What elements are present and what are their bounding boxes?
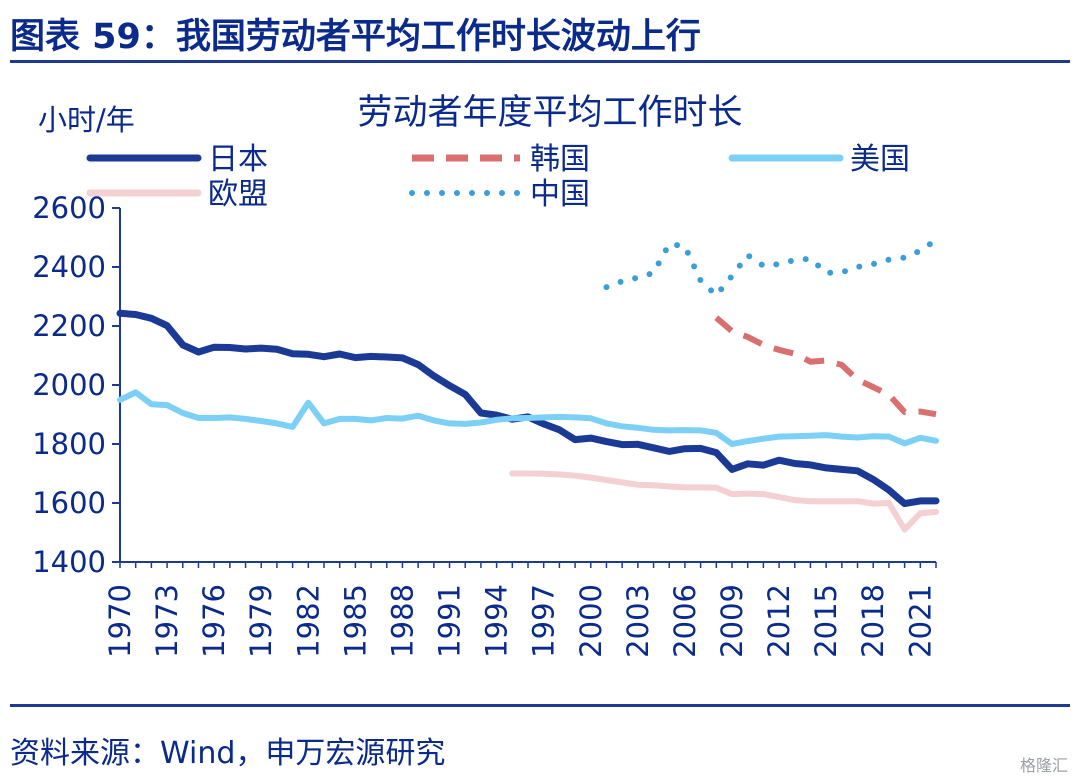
y-axis-label: 小时/年 [38,103,135,137]
series-line-korea [714,315,937,418]
x-tick-label: 2018 [856,584,890,658]
legend-label-china: 中国 [530,177,590,212]
x-tick-label: 2009 [715,584,749,658]
series-line-usa [117,389,939,447]
series-line-china [603,236,939,299]
x-tick-label: 2021 [903,584,937,658]
series-line-eu [509,470,939,533]
legend-label-korea: 韩国 [530,142,590,177]
y-tick-label: 1400 [32,545,106,579]
watermark: 格隆汇 [1019,756,1068,775]
x-tick-label: 1985 [338,584,372,658]
x-tick-label: 1970 [103,584,137,658]
x-tick-label: 2000 [574,584,608,658]
x-tick-label: 1991 [433,584,467,658]
chart-title: 劳动者年度平均工作时长 [357,93,742,133]
chart-series [116,236,940,533]
y-tick-label: 1800 [32,427,106,461]
source-note: 资料来源：Wind，申万宏源研究 [10,736,446,771]
figure-title: 图表 59：我国劳动者平均工作时长波动上行 [10,17,701,57]
y-tick-label: 1600 [32,486,106,520]
title-rule [10,60,1070,63]
y-tick-label: 2200 [32,309,106,343]
legend-label-eu: 欧盟 [208,177,268,212]
x-tick-label: 1988 [385,584,419,658]
x-tick-label: 2015 [809,584,843,658]
x-tick-label: 2006 [668,584,702,658]
legend-label-japan: 日本 [208,142,268,177]
source-rule [10,704,1070,707]
y-tick-label: 2400 [32,250,106,284]
chart-axes: 劳动者年度平均工作时长 小时/年 1400 1600 1800 2000 2200 2400 2… [32,93,937,658]
x-tick-label: 1973 [150,584,184,658]
x-tick-label: 1997 [527,584,561,658]
x-tick-label: 1976 [197,584,231,658]
legend-label-usa: 美国 [850,142,910,177]
x-tick-label: 2003 [621,584,655,658]
x-tick-label: 1979 [244,584,278,658]
x-tick-label: 1994 [480,584,514,658]
y-tick-label: 2600 [32,191,106,225]
x-tick-label: 1982 [291,584,325,658]
x-tick-label: 2012 [762,584,796,658]
y-tick-label: 2000 [32,368,106,402]
